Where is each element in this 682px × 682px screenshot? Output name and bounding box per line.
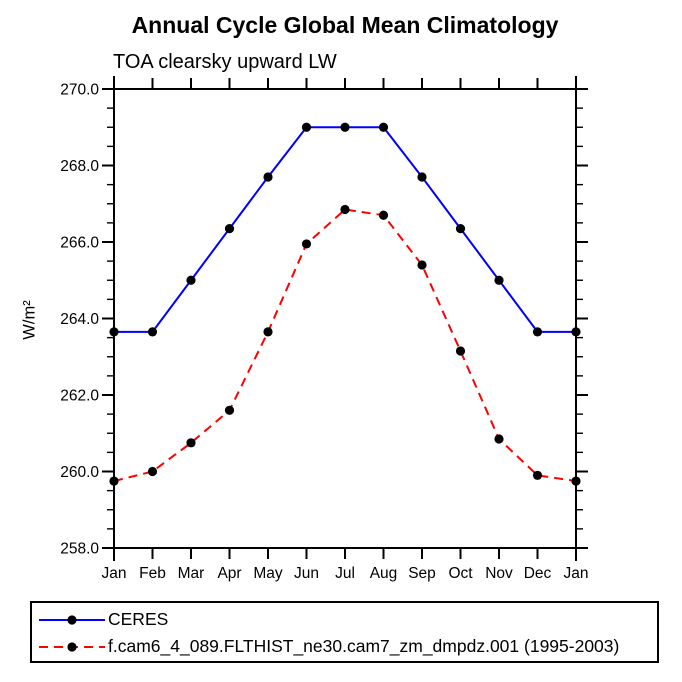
data-point	[532, 327, 543, 337]
x-tick-label: Nov	[485, 565, 513, 582]
series-line-ceres	[114, 126, 576, 333]
y-tick-label: 268.0	[60, 158, 99, 175]
data-point	[455, 224, 466, 234]
legend-label: f.cam6_4_089.FLTHIST_ne30.cam7_zm_dmpdz.…	[108, 636, 620, 656]
x-tick-label: Mar	[178, 565, 205, 582]
legend-rows: CERES f.cam6_4_089.FLTHIST_ne30.cam7_zm_d…	[32, 603, 657, 660]
y-tick-label: 262.0	[60, 388, 99, 405]
data-point	[494, 275, 504, 285]
x-tick-label: Jan	[564, 565, 589, 582]
data-point	[147, 327, 158, 337]
data-point	[109, 327, 119, 337]
data-point	[378, 210, 389, 220]
legend-item-0: CERES	[32, 606, 657, 633]
y-tick-label: 260.0	[60, 464, 99, 481]
data-point	[147, 466, 158, 477]
data-point	[340, 122, 350, 132]
series-line-model	[113, 208, 577, 483]
x-tick-label: Jun	[294, 565, 319, 582]
data-point	[224, 405, 235, 415]
chart-title: Annual Cycle Global Mean Climatology	[131, 12, 559, 38]
data-point	[417, 260, 427, 270]
x-tick-label: Jan	[102, 565, 127, 582]
data-point	[455, 346, 466, 356]
data-point	[109, 476, 119, 486]
legend-swatch	[39, 641, 105, 652]
data-point	[224, 224, 235, 234]
data-point	[532, 470, 543, 480]
data-point	[301, 122, 312, 132]
plot-svg: Jan Feb Mar Apr May Jun Jul Aug Sep Oct Nov Dec Jan2…	[60, 76, 589, 582]
legend-item-1: f.cam6_4_089.FLTHIST_ne30.cam7_zm_dmpdz.…	[32, 633, 657, 660]
data-point	[417, 172, 427, 182]
data-point	[378, 122, 389, 132]
x-tick-label: Dec	[524, 565, 552, 582]
x-tick-label: Aug	[370, 565, 398, 582]
x-tick-label: Sep	[408, 565, 436, 582]
legend-swatch	[39, 614, 105, 625]
x-tick-label: Feb	[139, 565, 166, 582]
y-tick-label: 266.0	[60, 235, 99, 252]
legend-box: CERES f.cam6_4_089.FLTHIST_ne30.cam7_zm_d…	[30, 601, 659, 663]
legend-label: CERES	[108, 609, 169, 629]
chart-subtitle: TOA clearsky upward LW	[113, 51, 337, 73]
data-point	[571, 327, 581, 337]
data-point	[301, 239, 312, 249]
legend-marker-dot	[67, 641, 77, 652]
legend-marker-dot	[67, 614, 77, 625]
x-tick-label: May	[253, 565, 283, 582]
x-tick-label: Oct	[448, 565, 473, 582]
data-point	[186, 275, 196, 285]
y-tick-label: 270.0	[60, 82, 99, 99]
y-tick-label: 264.0	[60, 311, 99, 328]
data-point	[263, 327, 273, 337]
x-tick-label: Apr	[217, 565, 241, 582]
data-point	[186, 438, 196, 448]
y-tick-label: 258.0	[60, 541, 99, 558]
data-point	[263, 172, 273, 182]
data-point	[571, 476, 581, 486]
data-point	[494, 434, 504, 444]
data-point	[340, 204, 350, 215]
x-tick-label: Jul	[335, 565, 355, 582]
